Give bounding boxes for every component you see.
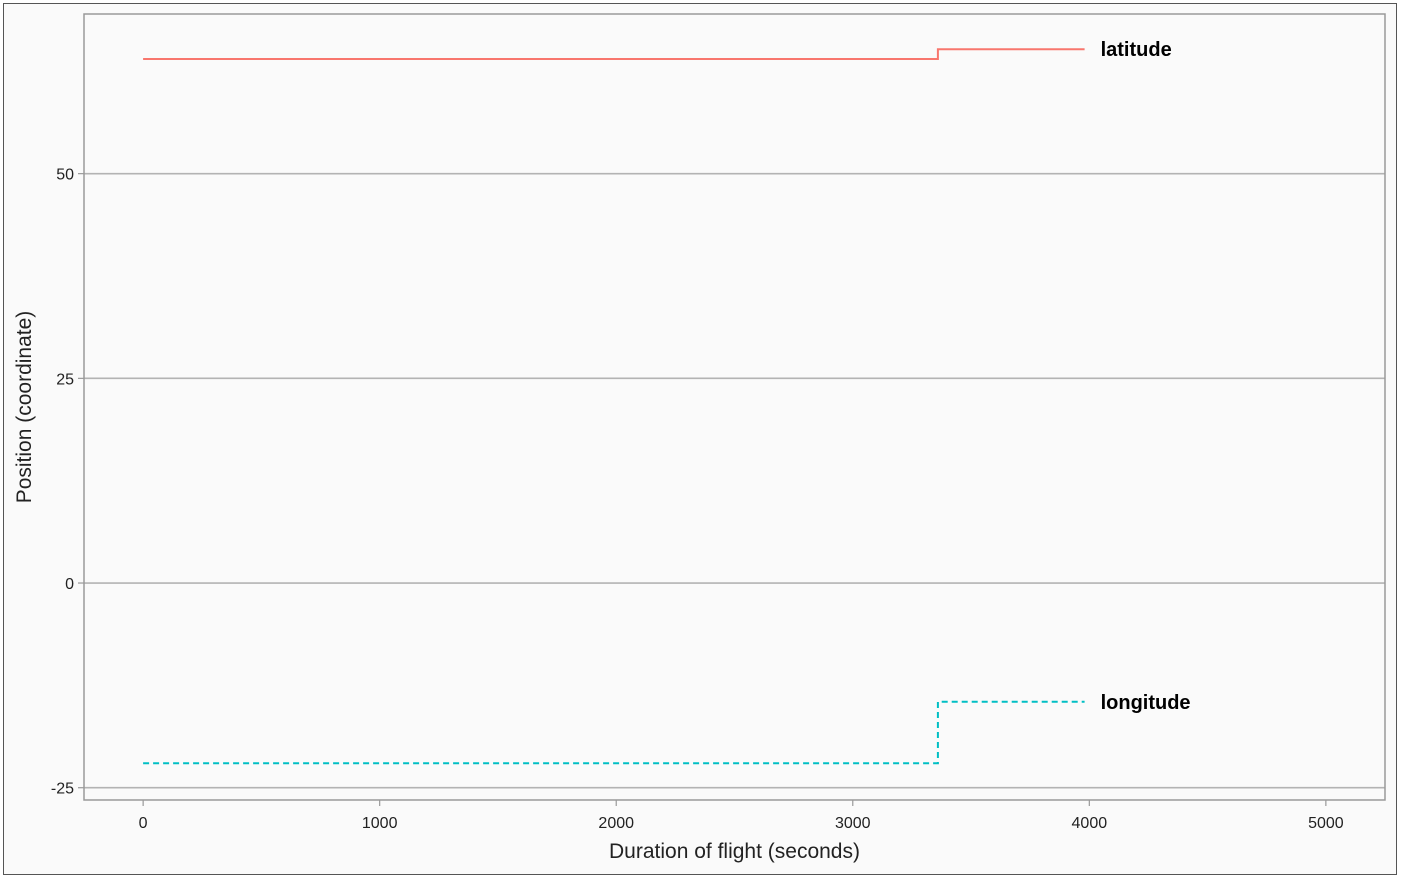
series-label-longitude: longitude [1101,692,1191,714]
y-axis-title: Position (coordinate) [13,311,36,504]
series-labels: latitude longitude [1101,39,1191,714]
chart-frame [3,3,1397,875]
x-tick-label: 5000 [1308,815,1344,832]
x-tick-label: 2000 [598,815,634,832]
x-tick-label: 4000 [1072,815,1108,832]
grid-layer [84,172,1385,789]
x-tick-label: 3000 [835,815,871,832]
y-axis-ticks: -25 0 25 50 [51,167,84,798]
x-axis-title: Duration of flight (seconds) [609,840,860,863]
series-label-latitude: latitude [1101,39,1172,61]
series-layer [143,48,1085,765]
y-tick-label: -25 [51,781,74,798]
y-tick-label: 25 [56,371,74,388]
y-tick-label: 0 [65,576,74,593]
x-tick-label: 1000 [362,815,398,832]
plot-panel-border [83,13,1386,801]
x-tick-label: 0 [139,815,148,832]
x-axis-ticks: 0 1000 2000 3000 4000 5000 [139,800,1344,832]
series-line-latitude [143,48,1085,60]
y-tick-label: 50 [56,167,74,184]
series-line-longitude [143,700,1085,765]
